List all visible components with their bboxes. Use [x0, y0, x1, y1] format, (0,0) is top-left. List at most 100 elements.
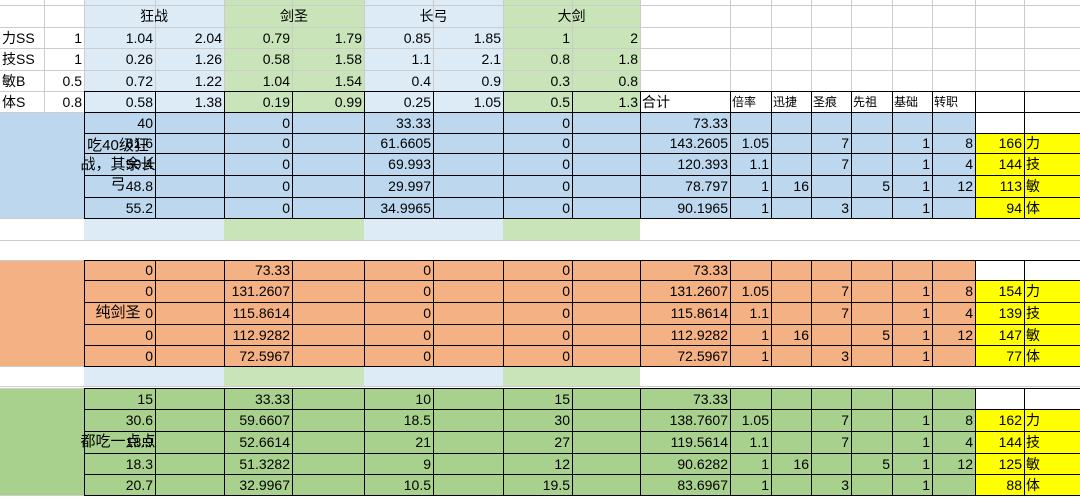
class-value[interactable]: 0 [145, 262, 153, 278]
class-value[interactable]: 55.2 [125, 199, 153, 216]
class-value[interactable]: 0 [562, 135, 570, 151]
class-coefficient[interactable]: 1.3 [618, 93, 638, 110]
stat-label[interactable]: 力SS [2, 29, 35, 46]
final-value[interactable]: 139 [998, 305, 1022, 321]
stat-coefficient[interactable]: 0.5 [62, 72, 82, 89]
class-value[interactable]: 0 [145, 283, 153, 299]
class-value[interactable]: 69.993 [388, 156, 431, 172]
xunjie-value[interactable] [771, 153, 811, 175]
xianzu-value[interactable] [851, 474, 892, 495]
class-coefficient[interactable]: 0.8 [550, 51, 570, 67]
ratio-value[interactable]: 1 [761, 347, 769, 364]
class-coefficient[interactable]: 1.85 [473, 29, 501, 46]
ratio-value[interactable]: 1.05 [741, 135, 769, 151]
jichu-value[interactable]: 1 [922, 347, 930, 364]
total-value[interactable]: 112.9282 [670, 326, 728, 343]
column-header[interactable]: 先祖 [853, 94, 878, 109]
class-value[interactable]: 0 [423, 305, 431, 321]
shenghen-value[interactable]: 7 [841, 434, 849, 450]
class-value[interactable]: 34.9965 [380, 199, 431, 216]
class-coefficient[interactable]: 0.4 [411, 72, 431, 89]
class-value[interactable]: 18.3 [125, 455, 153, 472]
column-header[interactable]: 转职 [934, 94, 959, 109]
ratio-value[interactable]: 1.1 [749, 305, 769, 321]
class-coefficient[interactable]: 2.04 [194, 29, 222, 46]
class-coefficient[interactable]: 1.58 [334, 51, 362, 67]
total-value[interactable]: 78.797 [685, 178, 728, 194]
final-value[interactable]: 144 [998, 434, 1022, 450]
class-value[interactable]: 59.6607 [239, 412, 290, 428]
final-value[interactable]: 144 [998, 156, 1022, 172]
class-value[interactable]: 0 [282, 178, 290, 194]
xunjie-value[interactable] [771, 133, 811, 153]
class-value[interactable]: 0 [562, 262, 570, 278]
class-value[interactable]: 33.33 [254, 390, 290, 407]
zhuanzhi-value[interactable] [932, 474, 975, 495]
class-value[interactable]: 131.2607 [231, 283, 290, 299]
xianzu-value[interactable] [851, 197, 892, 218]
zhuanzhi-value[interactable]: 4 [965, 434, 973, 450]
xianzu-value[interactable] [851, 153, 892, 175]
shenghen-value[interactable] [811, 324, 851, 345]
class-value[interactable]: 15 [554, 390, 570, 407]
class-coefficient[interactable]: 0.3 [550, 72, 570, 89]
ratio-value[interactable]: 1.05 [741, 412, 769, 428]
shenghen-value[interactable]: 7 [841, 283, 849, 299]
ratio-value[interactable]: 1.1 [749, 434, 769, 450]
final-stat[interactable]: 敏 [1026, 326, 1040, 343]
final-stat[interactable]: 体 [1026, 199, 1040, 216]
class-value[interactable]: 9 [423, 455, 431, 472]
class-coefficient[interactable]: 1.26 [194, 51, 222, 67]
final-stat[interactable]: 体 [1026, 347, 1040, 364]
ratio-value[interactable]: 1 [761, 178, 769, 194]
class-header[interactable]: 大剑 [557, 8, 586, 24]
class-coefficient[interactable]: 1.1 [411, 51, 431, 67]
class-coefficient[interactable]: 0.5 [550, 93, 570, 110]
class-coefficient[interactable]: 1.8 [618, 51, 638, 67]
class-value[interactable]: 20.7 [125, 476, 153, 493]
xianzu-value[interactable] [851, 302, 892, 324]
shenghen-value[interactable]: 7 [841, 412, 849, 428]
xianzu-value[interactable]: 5 [882, 455, 890, 472]
section-label[interactable]: 都吃一点点 [80, 432, 156, 450]
class-coefficient[interactable]: 2.1 [481, 51, 501, 67]
stat-coefficient[interactable]: 1 [74, 51, 82, 67]
total-value[interactable]: 119.5614 [670, 434, 728, 450]
xunjie-value[interactable]: 16 [793, 178, 809, 194]
class-value[interactable]: 0 [562, 114, 570, 131]
jichu-value[interactable]: 1 [922, 135, 930, 151]
class-coefficient[interactable]: 0.79 [262, 29, 290, 46]
class-coefficient[interactable]: 0.58 [125, 93, 153, 110]
class-value[interactable]: 73.33 [254, 262, 290, 278]
class-value[interactable]: 30.6 [125, 412, 153, 428]
class-value[interactable]: 18.9 [125, 434, 153, 450]
xunjie-value[interactable] [771, 302, 811, 324]
class-header[interactable]: 长弓 [419, 8, 448, 24]
class-coefficient[interactable]: 0.25 [403, 93, 431, 110]
class-coefficient[interactable]: 1.79 [334, 29, 362, 46]
zhuanzhi-value[interactable]: 8 [965, 412, 973, 428]
xunjie-value[interactable]: 16 [793, 455, 809, 472]
shenghen-value[interactable]: 7 [841, 135, 849, 151]
class-value[interactable]: 81.6 [125, 135, 153, 151]
zhuanzhi-value[interactable]: 12 [957, 326, 973, 343]
column-header[interactable]: 倍率 [732, 94, 757, 109]
xunjie-value[interactable] [771, 280, 811, 302]
class-coefficient[interactable]: 0.26 [125, 51, 153, 67]
class-coefficient[interactable]: 0.72 [125, 72, 153, 89]
zhuanzhi-value[interactable]: 12 [957, 455, 973, 472]
jichu-value[interactable]: 1 [922, 476, 930, 493]
total-value[interactable]: 115.8614 [670, 305, 728, 321]
jichu-value[interactable]: 1 [922, 455, 930, 472]
total-value[interactable]: 90.6282 [677, 455, 728, 472]
final-stat[interactable]: 敏 [1026, 178, 1040, 194]
class-coefficient[interactable]: 0.8 [618, 72, 638, 89]
final-stat[interactable]: 体 [1026, 476, 1040, 493]
class-value[interactable]: 0 [562, 156, 570, 172]
xianzu-value[interactable]: 5 [882, 178, 890, 194]
class-value[interactable]: 61.6605 [380, 135, 431, 151]
class-coefficient[interactable]: 0.9 [481, 72, 501, 89]
class-value[interactable]: 10 [415, 390, 431, 407]
total-value[interactable]: 90.1965 [677, 199, 728, 216]
xunjie-value[interactable] [771, 474, 811, 495]
